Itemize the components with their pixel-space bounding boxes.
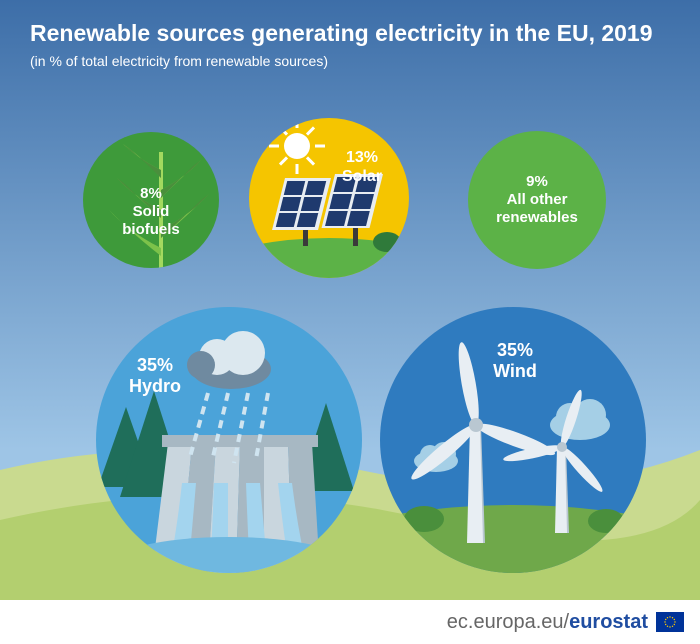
footer-url-prefix: ec.europa.eu/ [447, 611, 569, 634]
footer: ec.europa.eu/eurostat [0, 600, 700, 644]
header: Renewable sources generating electricity… [30, 20, 653, 69]
infographic-canvas: Renewable sources generating electricity… [0, 0, 700, 644]
page-title: Renewable sources generating electricity… [30, 20, 653, 47]
circle-biofuels-label: 8% Solid biofuels [103, 185, 199, 239]
solar-icon [249, 118, 409, 278]
wind-name: Wind [475, 361, 555, 382]
circle-wind-label: 35% Wind [475, 340, 555, 382]
eu-flag-icon [656, 612, 684, 632]
circle-other: 9% All other renewables [468, 131, 606, 269]
hydro-name: Hydro [115, 376, 195, 397]
wind-pct: 35% [475, 340, 555, 361]
solar-name: Solar [322, 167, 402, 186]
other-name: All other renewables [489, 191, 585, 227]
hydro-pct: 35% [115, 355, 195, 376]
circle-hydro: 35% Hydro [96, 307, 362, 573]
circle-biofuels: 8% Solid biofuels [83, 132, 219, 268]
biofuels-pct: 8% [103, 185, 199, 203]
circle-wind: 35% Wind [380, 307, 646, 573]
page-subtitle: (in % of total electricity from renewabl… [30, 53, 653, 69]
circle-solar-label: 13% Solar [322, 148, 402, 186]
solar-pct: 13% [322, 148, 402, 167]
circle-hydro-label: 35% Hydro [115, 355, 195, 397]
other-pct: 9% [489, 173, 585, 191]
circle-solar: 13% Solar [249, 118, 409, 278]
circle-other-label: 9% All other renewables [489, 173, 585, 227]
hydro-icon [96, 307, 362, 573]
footer-url-brand: eurostat [569, 611, 648, 634]
biofuels-name: Solid biofuels [103, 203, 199, 239]
